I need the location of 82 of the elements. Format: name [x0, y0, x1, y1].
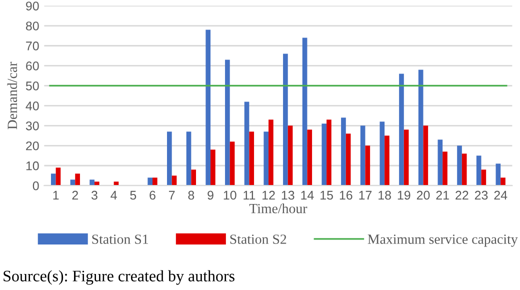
bar	[322, 124, 327, 186]
bar	[283, 54, 288, 186]
x-tick-label: 14	[301, 190, 314, 200]
bar	[481, 170, 486, 186]
x-tick-label: 16	[340, 190, 352, 200]
bar	[476, 156, 482, 186]
y-tick-label: 40	[26, 101, 39, 110]
x-tick-label: 19	[398, 190, 410, 200]
bar	[496, 164, 501, 186]
bar	[302, 38, 308, 186]
legend-label: Station S1	[92, 234, 148, 244]
bar	[326, 120, 332, 186]
bar	[148, 178, 152, 186]
bar	[244, 102, 250, 186]
x-tick-label: 2	[72, 190, 78, 200]
bar	[288, 126, 293, 186]
bar	[191, 170, 196, 186]
y-tick-label: 50	[26, 82, 39, 90]
bar	[307, 130, 312, 186]
bar	[94, 182, 100, 186]
bar	[500, 178, 506, 186]
bar	[167, 132, 172, 186]
bar	[442, 152, 448, 186]
x-tick-label: 17	[359, 190, 372, 200]
bar	[264, 132, 269, 186]
bar	[210, 150, 216, 186]
y-tick-label: 10	[26, 161, 39, 170]
bar	[90, 180, 94, 186]
bar	[457, 146, 462, 186]
y-tick-label: 80	[26, 22, 39, 30]
bar	[423, 126, 428, 186]
x-tick-label: 9	[208, 190, 214, 200]
legend-label: Maximum service capacity	[368, 234, 518, 247]
x-tick-label: 20	[416, 190, 430, 200]
x-tick-label: 13	[282, 190, 294, 200]
y-tick-label: 30	[26, 121, 39, 130]
bar	[206, 30, 211, 186]
legend-label: Station S2	[230, 234, 286, 244]
x-tick-label: 21	[436, 190, 449, 200]
x-tick-label: 23	[474, 190, 488, 200]
bar	[341, 118, 346, 186]
bar	[462, 154, 467, 186]
bar	[346, 134, 351, 186]
y-tick-label: 0	[32, 181, 39, 190]
y-tick-label: 70	[26, 42, 39, 50]
x-tick-label: 4	[110, 190, 117, 200]
x-tick-label: 1	[53, 190, 59, 200]
bar	[380, 122, 385, 186]
bar	[268, 120, 274, 186]
x-tick-label: 8	[188, 190, 194, 200]
x-tick-label: 10	[224, 190, 236, 200]
y-tick-label: 90	[26, 2, 39, 10]
bar	[384, 136, 390, 186]
bar	[152, 178, 158, 186]
x-tick-label: 15	[320, 190, 333, 200]
bar	[438, 140, 443, 186]
x-tick-label: 18	[378, 190, 391, 200]
bar	[75, 174, 80, 186]
x-tick-label: 11	[244, 190, 256, 200]
bar	[365, 146, 370, 186]
bar	[249, 132, 254, 186]
source-note: Source(s): Figure created by authors	[4, 270, 234, 285]
x-tick-label: 3	[91, 190, 98, 200]
x-tick-label: 6	[150, 190, 156, 200]
x-tick-label: 7	[169, 190, 175, 200]
x-tick-label: 22	[456, 190, 468, 200]
bar	[230, 142, 235, 186]
bar	[360, 126, 366, 186]
x-tick-label: 12	[262, 190, 275, 200]
x-axis-title: Time/hour	[249, 204, 308, 214]
x-tick-label: 24	[494, 190, 508, 200]
bar	[418, 70, 424, 186]
x-tick-label: 5	[130, 190, 136, 200]
bar	[186, 132, 192, 186]
bar	[56, 168, 61, 186]
bar	[399, 74, 404, 186]
y-axis-title: Demand/car	[7, 62, 18, 130]
bar	[404, 130, 409, 186]
bar	[50, 174, 56, 186]
y-tick-label: 20	[26, 141, 39, 150]
bar	[225, 60, 230, 186]
y-tick-label: 60	[26, 62, 39, 70]
